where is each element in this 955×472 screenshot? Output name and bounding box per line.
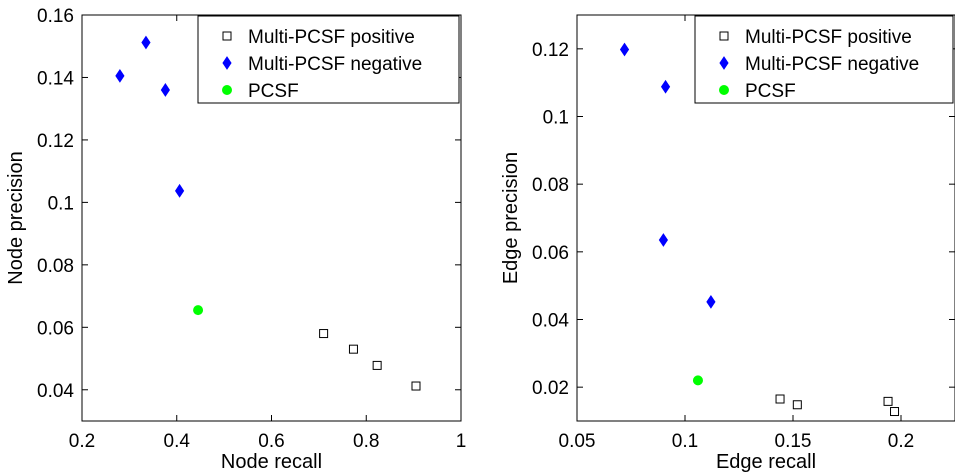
chart-panel-1: 0.2 0.4 0.6 0.8 1 0.04 0.06 0.08 0.1 0.12 0.14 0.16… xyxy=(5,6,466,472)
data-point xyxy=(115,68,125,83)
y-axis-title: Node precision xyxy=(5,151,27,284)
legend-label: Multi-PCSF negative xyxy=(248,54,422,75)
data-point xyxy=(348,344,358,354)
data-point xyxy=(619,42,630,57)
x-tick-label: 0.8 xyxy=(353,431,379,452)
legend-label: PCSF xyxy=(745,81,796,102)
y-tick-label: 0.08 xyxy=(37,256,74,277)
data-point xyxy=(319,329,329,339)
data-point xyxy=(372,360,382,370)
x-tick-label: 0.4 xyxy=(164,431,191,452)
x-tick-label: 0.6 xyxy=(258,431,284,452)
legend: Multi-PCSF positive Multi-PCSF negative PC… xyxy=(197,15,460,104)
data-point xyxy=(883,396,893,406)
x-tick-label: 1 xyxy=(456,431,467,452)
legend: Multi-PCSF positive Multi-PCSF negative PC… xyxy=(694,15,954,104)
legend-label: Multi-PCSF positive xyxy=(745,27,912,48)
y-tick-label: 0.08 xyxy=(532,175,569,196)
legend-marker xyxy=(719,31,729,41)
data-point xyxy=(193,305,204,316)
y-tick-label: 0.12 xyxy=(37,131,74,152)
legend-label: Multi-PCSF negative xyxy=(745,54,919,75)
data-point xyxy=(792,400,802,410)
data-point xyxy=(660,79,671,94)
legend-marker xyxy=(719,56,729,70)
legend-marker xyxy=(719,85,729,95)
x-tick-label: 0.1 xyxy=(672,431,698,452)
legend-marker xyxy=(222,31,232,41)
y-tick-label: 0.16 xyxy=(37,6,74,27)
data-point xyxy=(411,381,421,391)
chart-panel-2: 0.05 0.1 0.15 0.2 0.02 0.04 0.06 0.08 0.1 0.12 Edg… xyxy=(500,14,955,472)
y-tick-label: 0.06 xyxy=(532,243,569,264)
plot-frame xyxy=(576,14,955,422)
data-point xyxy=(706,295,716,309)
data-point xyxy=(890,407,900,417)
legend-label: PCSF xyxy=(248,81,299,102)
y-tick-label: 0.02 xyxy=(532,378,569,399)
y-tick-label: 0.1 xyxy=(543,108,569,129)
x-tick-label: 0.05 xyxy=(559,431,596,452)
legend-box xyxy=(694,15,954,104)
x-tick-label: 0.2 xyxy=(888,431,914,452)
data-point xyxy=(658,233,669,247)
x-axis-title: Edge recall xyxy=(716,451,816,472)
data-point xyxy=(692,375,703,386)
data-point xyxy=(141,35,151,50)
x-tick-label: 0.15 xyxy=(775,431,812,452)
data-point xyxy=(174,183,185,198)
y-tick-label: 0.06 xyxy=(37,318,74,339)
y-tick-label: 0.1 xyxy=(48,193,74,214)
data-point xyxy=(775,394,785,404)
legend-marker xyxy=(222,56,232,70)
y-tick-label: 0.12 xyxy=(532,40,569,61)
legend-marker xyxy=(222,85,232,95)
y-tick-label: 0.04 xyxy=(37,381,74,402)
x-tick-label: 0.2 xyxy=(69,431,95,452)
x-axis-title: Node recall xyxy=(221,451,322,472)
y-tick-label: 0.14 xyxy=(37,68,74,89)
data-point xyxy=(160,83,170,97)
legend-box xyxy=(197,15,460,104)
legend-label: Multi-PCSF positive xyxy=(248,27,415,48)
y-axis-title: Edge precision xyxy=(500,152,522,284)
y-tick-label: 0.04 xyxy=(532,311,569,332)
